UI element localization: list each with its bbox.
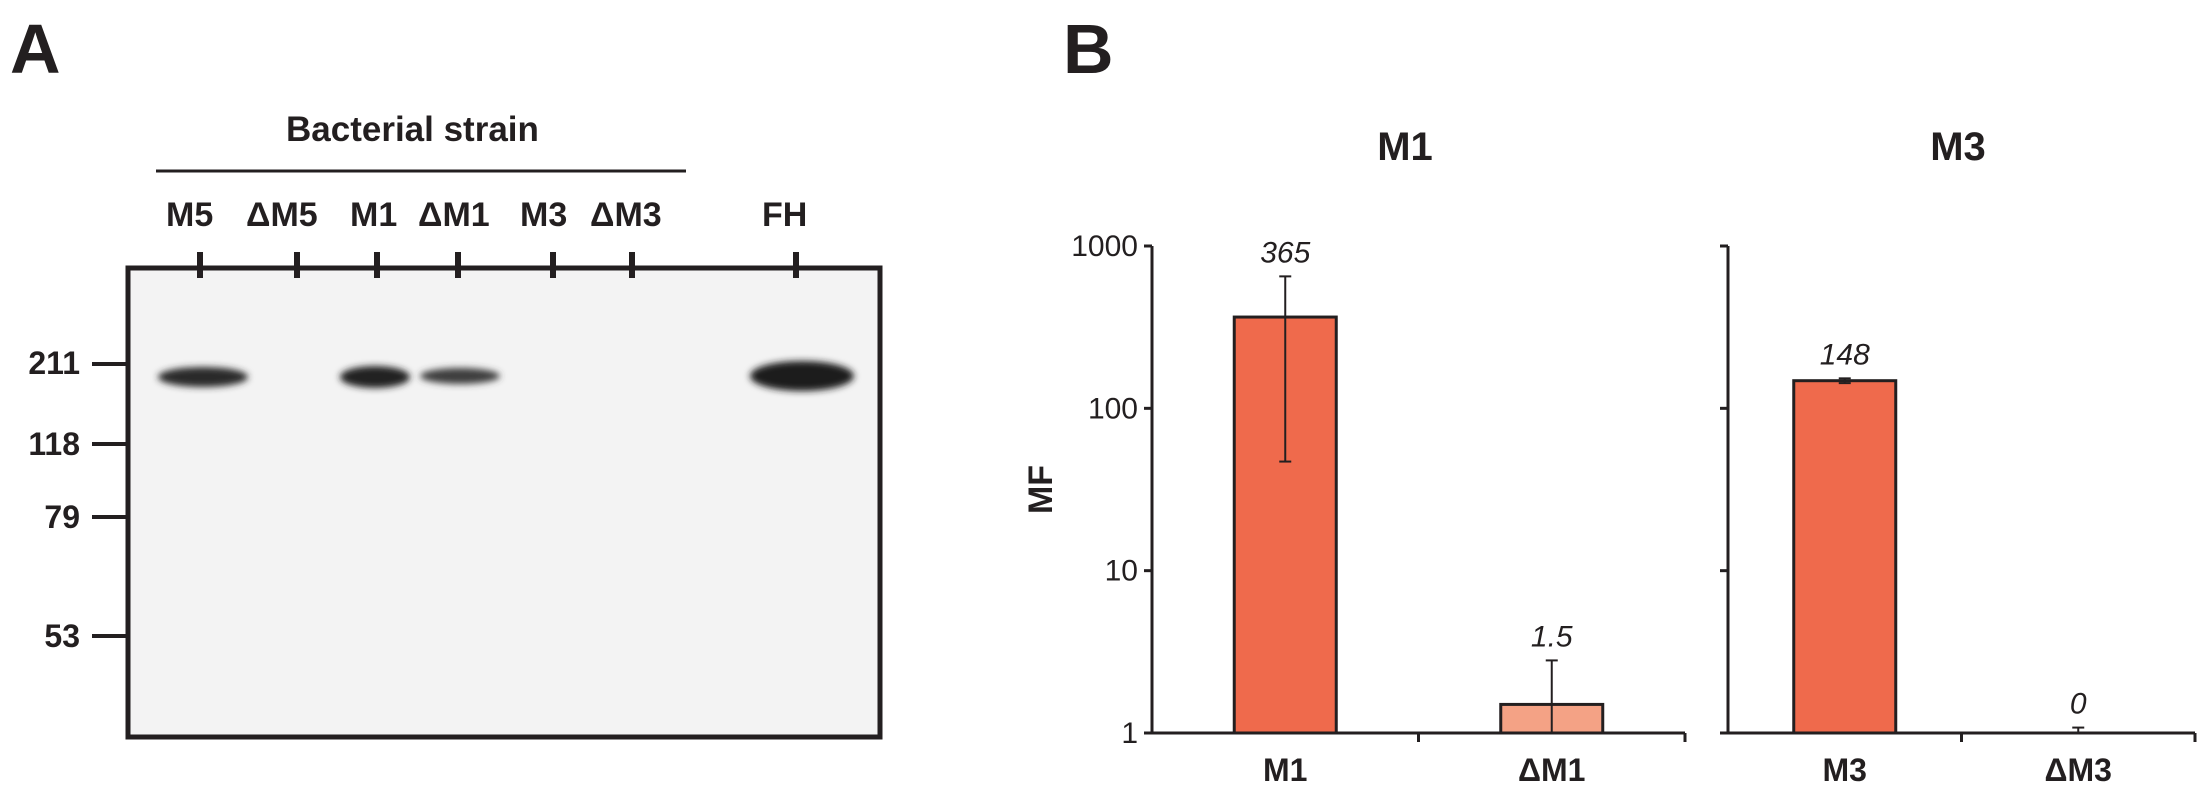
marker-ticks	[92, 362, 130, 638]
lane-label-m3: M3	[520, 196, 568, 234]
chart-m1-value-label-delta-m1: 1.5	[1531, 620, 1573, 653]
marker-label-53: 53	[44, 618, 80, 654]
chart-m3-bar-m3	[1792, 379, 1898, 735]
chart-m1-value-label-m1: 365	[1260, 236, 1310, 269]
band-m1	[340, 366, 410, 388]
marker-label-211: 211	[28, 345, 80, 381]
chart-m1-title: M1	[1377, 125, 1433, 169]
western-blot	[92, 169, 883, 740]
lane-label-m1: M1	[350, 196, 398, 234]
chart-m3-value-label-delta-m3: 0	[2070, 688, 2087, 721]
chart-m1-category-label-delta-m1: ΔM1	[1518, 752, 1585, 788]
chart-m3-title: M3	[1930, 125, 1986, 169]
lane-label-fh: FH	[762, 196, 808, 234]
lane-label-delta-m1: ΔM1	[418, 196, 490, 234]
chart-m1-y-tick-label-10: 10	[1105, 555, 1138, 588]
marker-label-79: 79	[44, 499, 80, 535]
bacterial-strain-label: Bacterial strain	[286, 110, 539, 149]
chart-m3-value-label-m3: 148	[1820, 338, 1870, 371]
band-fh	[750, 361, 854, 391]
band-m5	[158, 367, 248, 387]
lane-label-delta-m5: ΔM5	[246, 196, 318, 234]
marker-label-118: 118	[28, 426, 80, 462]
chart-m1-y-tick-label-100: 100	[1088, 392, 1138, 425]
panel-a-letter: A	[10, 10, 61, 88]
chart-m1-y-tick-label-1000: 1000	[1071, 230, 1138, 263]
lane-label-delta-m3: ΔM3	[590, 196, 662, 234]
lane-ticks	[197, 252, 799, 278]
chart-m1-y-tick-label-1: 1	[1121, 717, 1138, 750]
chart-m1-y-label: MF	[1022, 465, 1060, 514]
chart-m3-category-label-delta-m3: ΔM3	[2045, 752, 2112, 788]
lane-label-m5: M5	[166, 196, 214, 234]
blot-membrane	[125, 265, 883, 740]
chart-m1-category-label-m1: M1	[1263, 752, 1307, 788]
band-delta-m1	[420, 368, 500, 384]
panel-b-letter: B	[1063, 10, 1114, 88]
protein-bands	[158, 361, 854, 391]
chart-m3-category-label-m3: M3	[1823, 752, 1867, 788]
